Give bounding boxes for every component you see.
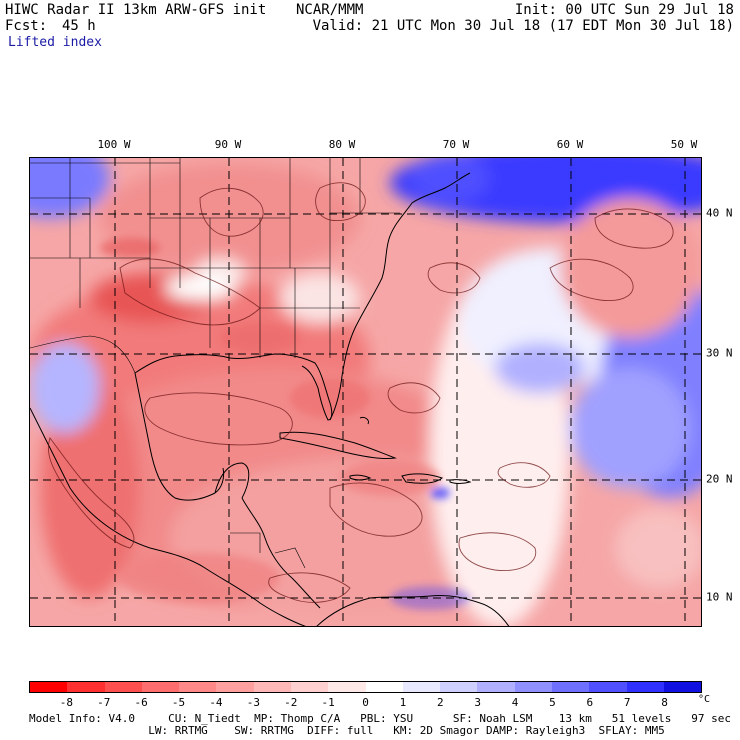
colorbar-tick-label: -5 — [171, 696, 186, 709]
lon-label-80w: 80 W — [328, 138, 356, 151]
colorbar-swatch — [365, 682, 403, 692]
colorbar-swatch — [141, 682, 180, 692]
forecast-hour: 45 h — [62, 18, 96, 34]
colorbar-swatch — [663, 682, 702, 692]
valid-time: Valid: 21 UTC Mon 30 Jul 18 (17 EDT Mon … — [312, 18, 734, 34]
lat-label-40n: 40 N — [706, 206, 733, 220]
colorbar-tick-label: 2 — [436, 696, 444, 709]
colorbar-tick-label: 4 — [511, 696, 519, 709]
colorbar-tick-label: -2 — [284, 696, 298, 709]
colorbar-tick-label: 6 — [586, 696, 594, 709]
colorbar-swatch — [402, 682, 441, 692]
colorbar-swatch — [477, 682, 515, 692]
colorbar-unit: °C — [698, 694, 711, 705]
lon-label-100w: 100 W — [97, 138, 131, 151]
colorbar-tick-label: -3 — [246, 696, 260, 709]
contour-lines — [47, 182, 674, 603]
colorbar-swatch — [440, 682, 478, 692]
lat-label-10n: 10 N — [706, 590, 733, 604]
lat-label-20n: 20 N — [706, 472, 733, 486]
colorbar-swatch — [179, 682, 217, 692]
field-name: Lifted index — [8, 35, 102, 50]
model-info-line2: LW: RRTMG SW: RRTMG DIFF: full KM: 2D Sm… — [29, 724, 665, 737]
colorbar-tick-label: 8 — [661, 696, 668, 709]
colorbar-tick-label: -7 — [97, 696, 111, 709]
lat-label-30n: 30 N — [706, 346, 733, 360]
organization-label: NCAR/MMM — [296, 2, 364, 18]
colorbar-swatch — [253, 682, 291, 692]
colorbar-swatch — [328, 682, 366, 692]
colorbar — [29, 681, 702, 693]
lon-label-60w: 60 W — [556, 138, 584, 151]
colorbar-tick-label: 7 — [623, 696, 631, 709]
colorbar-tick-label: -1 — [321, 696, 335, 709]
model-title: HIWC Radar II 13km ARW-GFS init — [5, 2, 267, 18]
colorbar-tick-label: -4 — [209, 696, 223, 709]
colorbar-swatch — [104, 682, 142, 692]
colorbar-swatch — [67, 682, 105, 692]
coastlines — [30, 172, 510, 626]
colorbar-tick-label: 1 — [399, 696, 407, 709]
init-time: Init: 00 UTC Sun 29 Jul 18 — [514, 2, 734, 18]
map-graphic — [30, 158, 701, 626]
colorbar-swatch — [216, 682, 254, 692]
lon-label-70w: 70 W — [442, 138, 470, 151]
field-texture — [100, 238, 470, 610]
lon-label-90w: 90 W — [214, 138, 242, 151]
colorbar-swatch — [551, 682, 590, 692]
forecast-label: Fcst: — [5, 18, 48, 34]
colorbar-tick-label: -6 — [134, 696, 148, 709]
political-borders — [30, 158, 400, 569]
colorbar-tick-label: -8 — [59, 696, 73, 709]
colorbar-swatch — [626, 682, 664, 692]
model-info-line1: Model Info: V4.0 CU: N_Tiedt MP: Thomp C… — [29, 712, 731, 725]
colorbar-tick-label: 0 — [362, 696, 369, 709]
colorbar-swatch — [30, 682, 68, 692]
colorbar-swatch — [290, 682, 329, 692]
colorbar-tick-label: 5 — [549, 696, 556, 709]
colorbar-tick-label: 3 — [474, 696, 481, 709]
lon-label-50w: 50 W — [670, 138, 698, 151]
lifted-index-map — [29, 157, 702, 627]
colorbar-swatch — [514, 682, 552, 692]
colorbar-swatch — [589, 682, 627, 692]
graticule — [30, 158, 701, 626]
